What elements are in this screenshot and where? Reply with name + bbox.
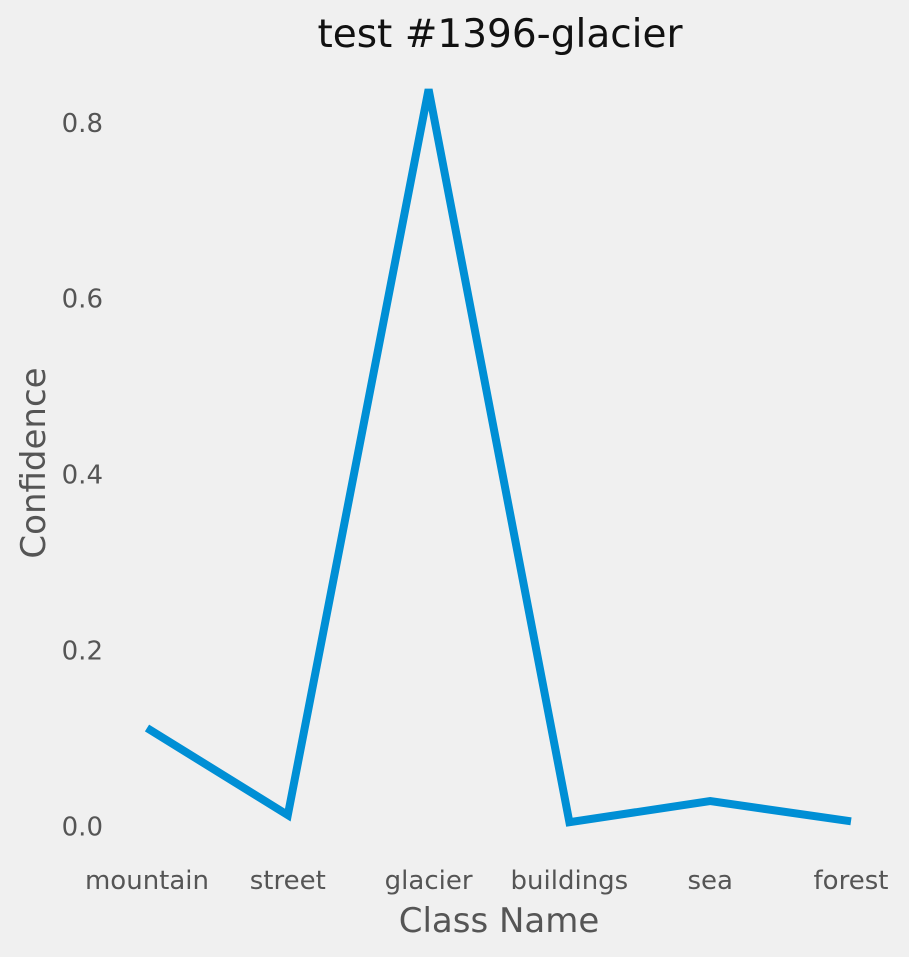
x-tick-label: buildings — [511, 866, 629, 896]
x-tick-label: sea — [687, 866, 732, 896]
x-tick-label: forest — [814, 866, 889, 896]
y-tick-label: 0.8 — [62, 109, 103, 139]
y-tick-label: 0.6 — [62, 285, 103, 315]
y-axis-label: Confidence — [14, 367, 54, 558]
x-tick-label: glacier — [385, 866, 473, 896]
chart-title: test #1396-glacier — [317, 12, 683, 57]
x-axis-label: Class Name — [399, 901, 600, 941]
x-tick-label: mountain — [85, 866, 209, 896]
x-axis-ticks: mountain street glacier buildings sea forest — [85, 866, 888, 896]
y-tick-label: 0.4 — [62, 461, 103, 491]
y-tick-label: 0.0 — [62, 813, 103, 843]
y-axis-ticks: 0.0 0.2 0.4 0.6 0.8 — [62, 109, 103, 843]
y-tick-label: 0.2 — [62, 637, 103, 667]
series-line — [144, 88, 852, 827]
series-layer — [144, 88, 852, 827]
x-tick-label: street — [250, 866, 326, 896]
